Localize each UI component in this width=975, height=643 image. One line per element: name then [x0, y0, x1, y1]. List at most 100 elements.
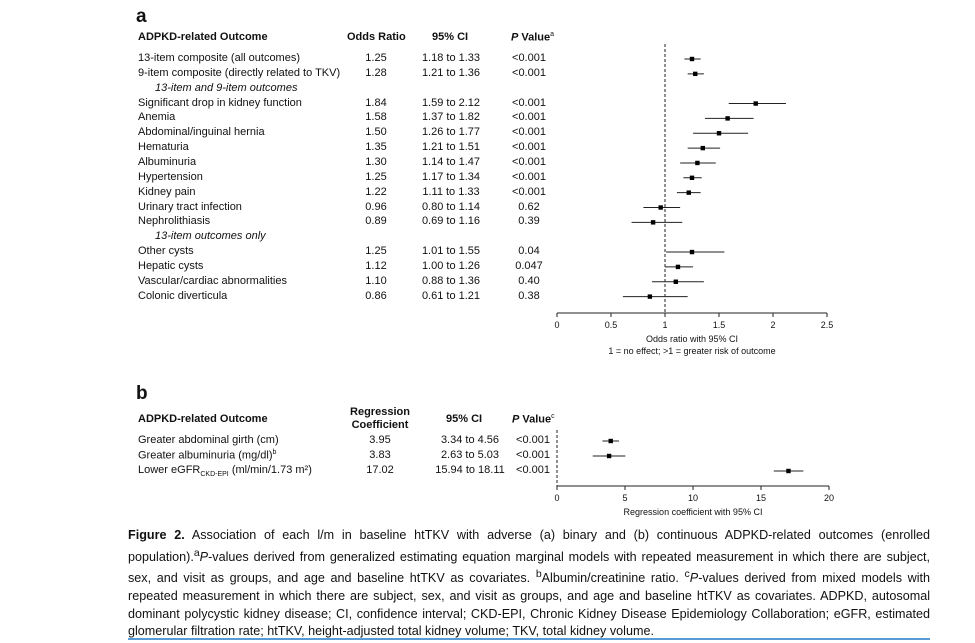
- outcome-label: Albuminuria: [138, 155, 197, 168]
- p-value: <0.001: [516, 449, 550, 461]
- panel-a-header-p-value: P Valuea: [511, 31, 554, 44]
- coefficient-value: 3.83: [369, 449, 391, 461]
- point-estimate: [689, 249, 695, 255]
- point-estimate: [700, 145, 705, 151]
- figure-caption: Figure 2. Association of each l/m in bas…: [128, 527, 930, 641]
- p-value: 0.04: [518, 245, 540, 258]
- outcome-label: 9-item composite (directly related to TK…: [138, 66, 341, 79]
- outcome-label: Greater albuminuria (mg/dl)b: [138, 449, 276, 462]
- ci-value: 1.17 to 1.34: [421, 170, 481, 183]
- footnote-a-p: P: [199, 549, 209, 564]
- x-tick-label: 1: [662, 320, 667, 330]
- ci-value: 1.11 to 1.33: [422, 185, 480, 198]
- odds-ratio-value: 1.25: [365, 170, 387, 183]
- outcome-label: Greater abdominal girth (cm): [138, 434, 279, 446]
- p-value-word: Value: [519, 413, 552, 426]
- footnote-c-p: P: [689, 571, 699, 586]
- outcome-text: Greater abdominal girth (cm): [138, 434, 279, 446]
- ci-value: 0.61 to 1.21: [421, 289, 481, 302]
- outcome-label: Kidney pain: [138, 185, 196, 198]
- p-value: 0.62: [518, 200, 540, 213]
- p-value: 0.047: [515, 259, 543, 272]
- x-axis-label: Odds ratio with 95% CI: [646, 334, 738, 344]
- point-estimate: [647, 294, 653, 299]
- panel-b-label: b: [136, 383, 148, 404]
- p-value: <0.001: [516, 464, 550, 476]
- point-estimate: [606, 453, 612, 459]
- odds-ratio-value: 1.12: [365, 259, 387, 272]
- point-estimate: [686, 190, 691, 195]
- ci-value: 1.59 to 2.12: [421, 96, 481, 109]
- outcome-label: Anemia: [138, 111, 176, 124]
- p-value: 0.38: [518, 289, 540, 302]
- point-estimate: [650, 220, 656, 225]
- x-tick-label: 0: [554, 320, 559, 330]
- outcome-label: Urinary tract infection: [138, 200, 242, 213]
- ci-value: 2.63 to 5.03: [440, 449, 500, 461]
- outcome-footnote: b: [272, 449, 277, 456]
- p-letter: P: [511, 31, 519, 44]
- p-footnote-a: a: [550, 31, 555, 38]
- footnote-b-mark: b: [535, 568, 542, 581]
- p-footnote-c: c: [551, 413, 555, 420]
- coef-header-line2: Coefficient: [351, 419, 409, 431]
- p-value-word: Value: [518, 31, 551, 44]
- odds-ratio-value: 0.86: [365, 289, 387, 302]
- outcome-label: Hypertension: [138, 170, 203, 183]
- panel-b-header-coefficient: Regression Coefficient: [340, 406, 420, 432]
- footnote-b-text: Albumin/creatinine ratio.: [541, 571, 685, 586]
- point-estimate: [689, 56, 695, 62]
- figure-label: Figure 2.: [128, 528, 185, 542]
- odds-ratio-value: 1.25: [365, 52, 387, 64]
- ci-value: 1.00 to 1.26: [421, 259, 481, 272]
- odds-ratio-value: 1.10: [365, 274, 387, 287]
- outcome-label: Other cysts: [138, 245, 194, 258]
- p-value: <0.001: [512, 66, 546, 79]
- outcome-units: (ml/min/1.73 m²): [228, 464, 312, 476]
- panel-a-header-odds-ratio: Odds Ratio: [347, 31, 406, 43]
- ci-value: 0.69 to 1.16: [421, 215, 481, 228]
- caption-rule: [128, 638, 930, 640]
- x-tick-label: 20: [824, 493, 834, 503]
- ci-value: 1.37 to 1.82: [421, 111, 481, 124]
- section-header: 13-item and 9-item outcomes: [155, 81, 298, 94]
- p-value: <0.001: [512, 155, 546, 168]
- p-value: <0.001: [512, 126, 546, 139]
- x-tick-label: 5: [622, 493, 627, 503]
- panel-b-header-ci: 95% CI: [446, 413, 483, 425]
- outcome-label: Hematuria: [138, 141, 189, 154]
- outcome-text: Lower eGFR: [138, 464, 201, 476]
- panel-b-header-p-value: P Valuec: [512, 413, 555, 426]
- outcome-label: Vascular/cardiac abnormalities: [138, 274, 287, 287]
- x-tick-label: 15: [756, 493, 766, 503]
- point-estimate: [716, 131, 722, 136]
- point-estimate: [658, 205, 663, 210]
- point-estimate: [608, 438, 613, 444]
- p-value: <0.001: [512, 96, 546, 109]
- point-estimate: [786, 468, 791, 474]
- point-estimate: [675, 264, 681, 270]
- odds-ratio-value: 1.35: [365, 141, 387, 154]
- p-value: <0.001: [512, 52, 546, 64]
- ci-value: 1.18 to 1.33: [421, 52, 481, 64]
- outcome-text: Greater albuminuria (mg/dl): [138, 449, 273, 462]
- panel-a-label: a: [136, 6, 147, 27]
- x-axis-label: Regression coefficient with 95% CI: [624, 507, 763, 517]
- p-letter: P: [512, 413, 520, 426]
- footnote-c-text: -values derived from mixed models with r…: [128, 571, 931, 639]
- ci-value: 3.34 to 4.56: [440, 434, 500, 446]
- odds-ratio-value: 0.96: [365, 200, 387, 213]
- odds-ratio-value: 1.22: [365, 185, 387, 198]
- ci-value: 1.01 to 1.55: [421, 245, 481, 258]
- outcome-label: Nephrolithiasis: [138, 215, 211, 228]
- coefficient-value: 17.02: [366, 464, 394, 476]
- footnote-a-mark: a: [193, 546, 200, 559]
- point-estimate: [693, 71, 698, 77]
- point-estimate: [673, 279, 678, 284]
- outcome-subscript: CKD-EPI: [200, 471, 229, 479]
- section-header: 13-item outcomes only: [155, 230, 266, 243]
- odds-ratio-value: 1.30: [365, 155, 387, 168]
- caption-title: Association of each l/m in baseline htTK…: [128, 528, 931, 564]
- p-value: <0.001: [512, 111, 546, 124]
- x-axis-note: 1 = no effect; >1 = greater risk of outc…: [608, 346, 775, 356]
